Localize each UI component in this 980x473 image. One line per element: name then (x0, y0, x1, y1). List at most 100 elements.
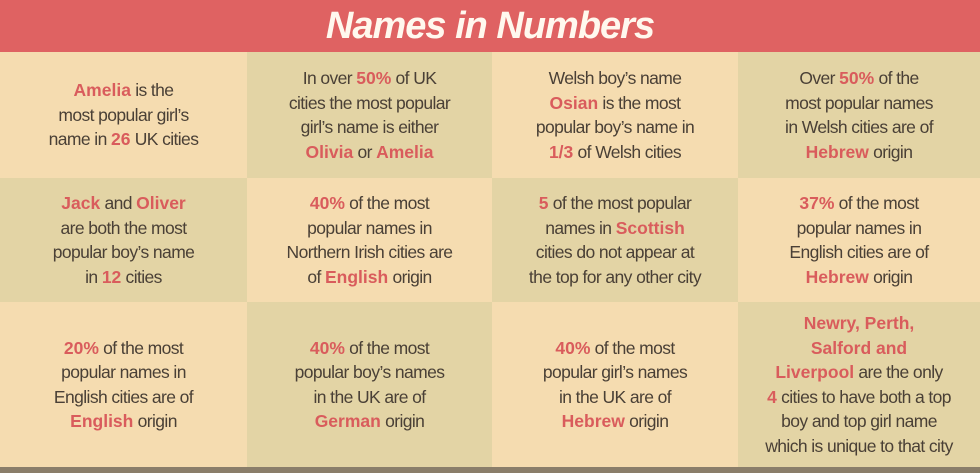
fact-text: cities do not appear at (535, 242, 695, 262)
fact-cell: 40% of the most popular girl’s names in th… (492, 302, 738, 467)
highlight-text: Newry, Perth, (803, 313, 915, 333)
fact-text: popular names in (307, 217, 432, 238)
fact-line: in the UK are of (314, 385, 427, 410)
fact-line: Northern Irish cities are (286, 240, 454, 265)
highlight-text: 1/3 (548, 141, 574, 162)
facts-grid: Amelia is the most popular girl’s name in … (0, 52, 980, 467)
fact-cell: Jack and Oliver are both the most popular … (0, 178, 247, 302)
fact-text: in Welsh cities are of (785, 117, 934, 137)
highlight-text: 37% (799, 193, 835, 213)
fact-line: popular boy’s names (295, 360, 445, 385)
fact-text: origin (133, 411, 178, 431)
fact-text: Welsh boy’s name (548, 68, 682, 88)
fact-line: in Welsh cities are of (785, 115, 934, 140)
fact-line: are both the most (61, 216, 188, 241)
fact-cell: 37% of the most popular names in English c… (738, 178, 980, 302)
fact-line: Hebrew origin (562, 409, 669, 434)
fact-text: of UK (391, 68, 437, 88)
fact-line: boy and top girl name (781, 409, 937, 434)
fact-cell: Welsh boy’s name Osian is the most popular… (492, 52, 738, 178)
fact-cell: Amelia is the most popular girl’s name in … (0, 52, 247, 178)
highlight-text: 20% (63, 337, 99, 358)
highlight-text: 50% (839, 68, 875, 88)
fact-line: most popular names (785, 91, 933, 116)
fact-text: popular girl’s names (542, 362, 688, 382)
fact-text: are the only (854, 362, 943, 382)
fact-line: Hebrew origin (806, 140, 913, 165)
fact-line: girl’s name is either (301, 115, 439, 140)
fact-text: most popular girl’s (58, 104, 189, 125)
fact-cell: 5 of the most popular names in Scottish ci… (492, 178, 738, 302)
fact-cell: 20% of the most popular names in English c… (0, 302, 247, 467)
fact-line: Welsh boy’s name (549, 66, 682, 91)
fact-line: English cities are of (789, 240, 929, 265)
fact-text: girl’s name is either (300, 117, 439, 137)
fact-line: 5 of the most popular (538, 191, 692, 216)
fact-line: Hebrew origin (806, 265, 913, 290)
fact-text: Over (799, 68, 840, 88)
highlight-text: English (325, 266, 389, 287)
highlight-text: Liverpool (775, 362, 855, 382)
fact-line: Olivia or Amelia (306, 140, 434, 165)
header-banner: Names in Numbers (0, 0, 980, 52)
fact-text: of the (874, 68, 919, 88)
fact-text: English cities are of (789, 242, 929, 262)
fact-line: popular names in (61, 360, 186, 385)
fact-line: cities the most popular (289, 91, 451, 116)
fact-text: popular boy’s name in (535, 117, 695, 137)
fact-text: origin (624, 411, 669, 431)
fact-text: is the most (598, 92, 681, 113)
fact-text: in (85, 266, 102, 287)
fact-text: name in (48, 129, 111, 150)
highlight-text: English (70, 411, 134, 431)
fact-line: German origin (315, 409, 425, 434)
fact-line: 37% of the most (799, 191, 919, 216)
fact-line: Salford and (811, 336, 907, 361)
fact-line: popular girl’s names (542, 360, 688, 385)
highlight-text: Amelia (376, 141, 434, 162)
fact-line: 40% of the most (310, 191, 430, 216)
fact-line: 20% of the most (63, 336, 184, 361)
fact-text: of the most (344, 337, 430, 358)
fact-line: Liverpool are the only (775, 360, 943, 385)
fact-line: in the UK are of (559, 385, 672, 410)
fact-text: origin (868, 266, 913, 287)
fact-cell: In over 50% of UK cities the most popular… (247, 52, 492, 178)
highlight-text: Olivia (305, 141, 354, 162)
highlight-text: 4 (767, 386, 777, 407)
highlight-text: 50% (356, 68, 392, 88)
fact-text: popular names in (61, 362, 186, 382)
bottom-border (0, 467, 980, 473)
fact-text: origin (380, 411, 425, 431)
fact-text: English cities are of (53, 386, 194, 407)
highlight-text: Oliver (136, 193, 186, 213)
fact-text: popular boy’s names (294, 362, 445, 382)
fact-line: cities do not appear at (535, 240, 695, 265)
highlight-text: Salford and (810, 337, 908, 358)
fact-text: popular names in (796, 217, 922, 238)
fact-line: popular boy’s name (53, 240, 195, 265)
highlight-text: Osian (549, 92, 599, 113)
fact-line: popular names in (797, 216, 922, 241)
highlight-text: 5 (538, 193, 549, 213)
fact-text: origin (388, 266, 432, 287)
highlight-text: Hebrew (805, 266, 869, 287)
fact-text: names in (545, 217, 616, 238)
fact-text: the top for any other city (528, 266, 702, 287)
fact-text: is the (130, 80, 174, 101)
fact-text: origin (868, 141, 913, 162)
fact-line: Newry, Perth, (804, 311, 915, 336)
fact-text: boy and top girl name (781, 411, 937, 431)
fact-text: of Welsh cities (573, 141, 682, 162)
fact-text: in the UK are of (559, 386, 672, 407)
fact-text: of the most (590, 337, 676, 358)
fact-text: or (353, 141, 377, 162)
fact-line: In over 50% of UK (303, 66, 437, 91)
fact-line: Amelia is the (74, 78, 174, 103)
fact-line: 4 cities to have both a top (767, 385, 951, 410)
fact-cell: Newry, Perth, Salford and Liverpool are th… (738, 302, 980, 467)
fact-text: Northern Irish cities are (286, 242, 454, 262)
fact-line: which is unique to that city (765, 434, 953, 459)
fact-text: popular boy’s name (52, 242, 195, 262)
fact-text: of (307, 266, 325, 287)
